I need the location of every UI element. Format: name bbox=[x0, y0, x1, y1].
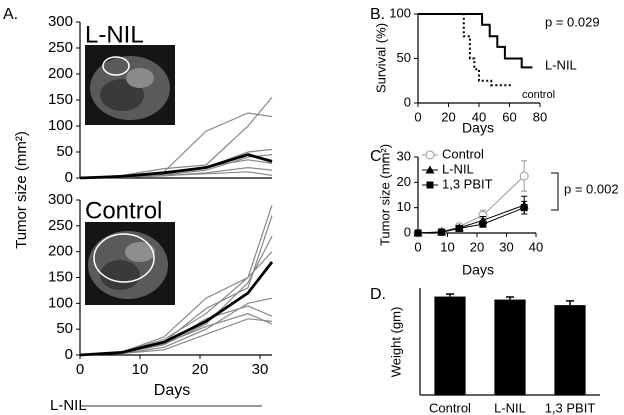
series-line bbox=[79, 153, 273, 180]
marker bbox=[425, 150, 435, 160]
y-axis-label: Tumor size (mm²) bbox=[13, 131, 30, 249]
y-axis-label: Weight (gm) bbox=[388, 307, 403, 378]
x-axis-label: Days bbox=[462, 262, 494, 278]
x-tick-label: Control bbox=[429, 400, 471, 415]
x-tick-label: 20 bbox=[441, 109, 455, 124]
x-tick-label: 10 bbox=[440, 239, 454, 254]
legend-label: 1,3 PBIT bbox=[442, 176, 493, 191]
x-axis-label: Days bbox=[154, 382, 190, 399]
y-tick-label: 0 bbox=[65, 169, 73, 186]
panel-label: C. bbox=[370, 148, 386, 165]
error-bar bbox=[446, 293, 454, 297]
x-tick-label: 80 bbox=[533, 109, 547, 124]
series-line bbox=[79, 305, 273, 356]
panel-label: D. bbox=[370, 286, 386, 303]
bar bbox=[434, 296, 466, 395]
x-axis-label: Days bbox=[462, 120, 494, 136]
series-line bbox=[417, 204, 525, 234]
x-tick-label: L-NIL bbox=[494, 400, 526, 415]
y-axis-label: Tumor size (mm²) bbox=[377, 144, 392, 246]
y-tick-label: 10 bbox=[397, 199, 411, 214]
error-bar bbox=[566, 300, 574, 306]
x-tick-label: 0 bbox=[414, 239, 421, 254]
annotation: p = 0.002 bbox=[564, 181, 619, 196]
y-tick-label: 300 bbox=[48, 13, 73, 30]
mri-inset bbox=[85, 45, 175, 125]
marker bbox=[455, 224, 463, 232]
bar bbox=[494, 299, 526, 395]
y-tick-label: 200 bbox=[48, 243, 73, 260]
x-tick-label: 20 bbox=[470, 239, 484, 254]
mri-inset bbox=[85, 222, 175, 305]
chart-title: L-NIL bbox=[85, 21, 144, 48]
x-tick-label: 30 bbox=[252, 361, 269, 378]
y-tick-label: 0 bbox=[404, 224, 411, 239]
annotation: p = 0.029 bbox=[545, 14, 600, 29]
bar bbox=[554, 305, 586, 395]
series-label: L-NIL bbox=[545, 57, 577, 72]
y-tick-label: 50 bbox=[397, 50, 411, 65]
y-tick-label: 50 bbox=[56, 143, 73, 160]
x-tick-label: 0 bbox=[76, 361, 84, 378]
y-tick-label: 20 bbox=[397, 174, 411, 189]
y-tick-label: 250 bbox=[48, 39, 73, 56]
marker bbox=[425, 165, 435, 174]
marker bbox=[519, 171, 529, 181]
y-tick-label: 0 bbox=[65, 346, 73, 363]
x-tick-label: 1,3 PBIT bbox=[545, 400, 596, 415]
x-tick-label: 30 bbox=[499, 239, 513, 254]
x-tick-label: 10 bbox=[132, 361, 149, 378]
marker bbox=[479, 220, 487, 228]
y-tick-label: 150 bbox=[48, 268, 73, 285]
series-line bbox=[418, 13, 513, 87]
x-tick-label: 40 bbox=[529, 239, 543, 254]
series-line bbox=[79, 313, 273, 356]
y-tick-label: 0 bbox=[404, 94, 411, 109]
panel-label: B. bbox=[370, 6, 385, 23]
x-tick-label: 20 bbox=[192, 361, 209, 378]
annotation: L-NIL bbox=[50, 397, 87, 414]
y-tick-label: 100 bbox=[389, 5, 411, 20]
y-tick-label: 150 bbox=[48, 91, 73, 108]
y-tick-label: 250 bbox=[48, 217, 73, 234]
x-tick-label: 60 bbox=[502, 109, 516, 124]
x-tick-label: 0 bbox=[414, 109, 421, 124]
series-line bbox=[418, 13, 533, 69]
y-tick-label: 100 bbox=[48, 294, 73, 311]
legend-label: L-NIL bbox=[442, 161, 474, 176]
chart-title: Control bbox=[85, 197, 162, 224]
series-line bbox=[79, 261, 274, 357]
x-tick-label: 40 bbox=[472, 109, 486, 124]
y-tick-label: 100 bbox=[48, 117, 73, 134]
error-bar bbox=[506, 296, 514, 300]
y-tick-label: 200 bbox=[48, 65, 73, 82]
y-axis-label: Survival (%) bbox=[373, 23, 388, 93]
marker bbox=[438, 228, 446, 236]
y-tick-label: 50 bbox=[56, 320, 73, 337]
marker bbox=[414, 229, 422, 237]
legend-label: Control bbox=[442, 146, 484, 161]
marker bbox=[520, 204, 528, 212]
marker bbox=[426, 181, 434, 189]
series-label: control bbox=[522, 89, 555, 101]
significance-bracket bbox=[551, 172, 559, 211]
y-tick-label: 30 bbox=[397, 148, 411, 163]
panel-label: A. bbox=[3, 6, 18, 23]
y-tick-label: 300 bbox=[48, 191, 73, 208]
